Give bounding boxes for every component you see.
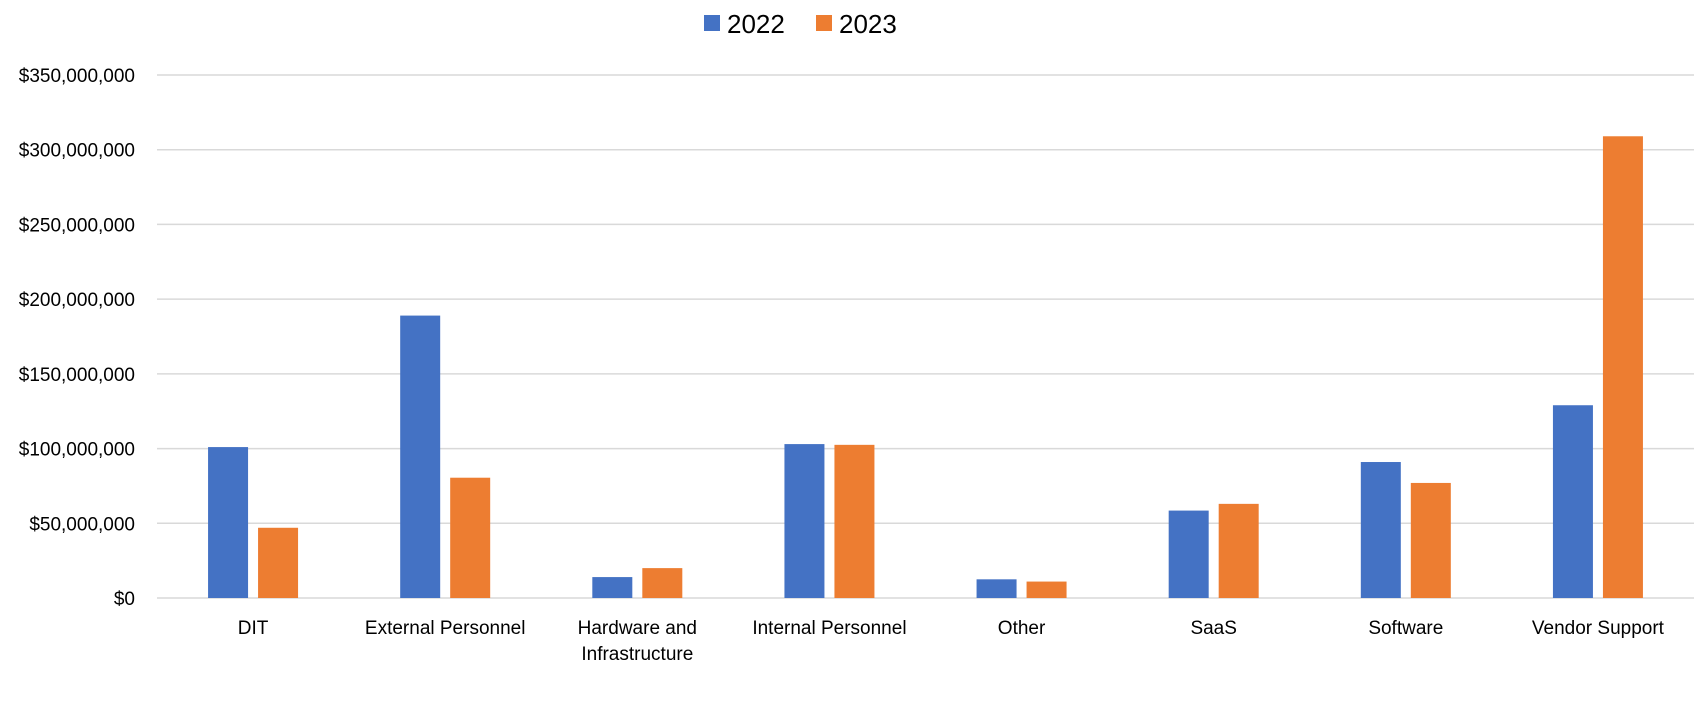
- y-tick-label: $250,000,000: [19, 215, 135, 236]
- legend-swatch-2023: [816, 15, 832, 31]
- bar-2023: [1026, 581, 1067, 598]
- y-axis-labels: $0 $50,000,000 $100,000,000 $150,000,000 $20…: [19, 66, 135, 610]
- bar-2022: [1168, 510, 1209, 598]
- x-category-label-line: Internal Personnel: [752, 618, 906, 639]
- x-category-label-line: Hardware and: [578, 618, 697, 639]
- gridlines: [157, 74, 1694, 599]
- y-tick-label: $0: [114, 589, 135, 610]
- bar-2022: [400, 315, 441, 598]
- x-category-label: Vendor Support: [1532, 618, 1665, 639]
- bar-2023: [258, 527, 299, 598]
- y-tick-label: $300,000,000: [19, 141, 135, 162]
- x-category-label-line: Other: [998, 618, 1046, 639]
- bar-2022: [208, 447, 249, 598]
- y-tick-label: $150,000,000: [19, 365, 135, 386]
- x-category-label-line: SaaS: [1190, 618, 1236, 639]
- bar-2022: [1552, 405, 1593, 598]
- x-category-label: Internal Personnel: [752, 618, 906, 639]
- y-tick-label: $200,000,000: [19, 290, 135, 311]
- bar-2022: [1360, 462, 1401, 598]
- bar-2023: [1410, 482, 1451, 598]
- bar-2023: [1218, 503, 1259, 598]
- bar-2023: [450, 477, 491, 598]
- bar-2022: [784, 444, 825, 598]
- legend-label: 2022: [727, 9, 785, 39]
- bar-2023: [834, 444, 875, 598]
- y-tick-label: $100,000,000: [19, 440, 135, 461]
- x-axis-labels: DIT External Personnel Hardware and Infrast…: [238, 618, 1665, 665]
- y-tick-label: $50,000,000: [29, 514, 135, 535]
- bars: [208, 136, 1643, 598]
- x-category-label-line: External Personnel: [365, 618, 526, 639]
- legend-label: 2023: [839, 9, 897, 39]
- bar-2022: [976, 579, 1017, 598]
- x-category-label-line: Software: [1368, 618, 1443, 639]
- x-category-label: Hardware and Infrastructure: [578, 618, 697, 665]
- x-category-label-line: Infrastructure: [581, 644, 693, 665]
- x-category-label: DIT: [238, 618, 269, 639]
- y-tick-label: $350,000,000: [19, 66, 135, 87]
- x-category-label-line: Vendor Support: [1532, 618, 1665, 639]
- x-category-label: SaaS: [1190, 618, 1236, 639]
- bar-2023: [1602, 136, 1643, 598]
- x-category-label-line: DIT: [238, 618, 269, 639]
- legend-swatch-2022: [704, 15, 720, 31]
- x-category-label: Other: [998, 618, 1046, 639]
- legend: 2022 2023: [704, 9, 897, 39]
- bar-2022: [592, 577, 633, 598]
- x-category-label: Software: [1368, 618, 1443, 639]
- x-category-label: External Personnel: [365, 618, 526, 639]
- bar-2023: [642, 568, 683, 598]
